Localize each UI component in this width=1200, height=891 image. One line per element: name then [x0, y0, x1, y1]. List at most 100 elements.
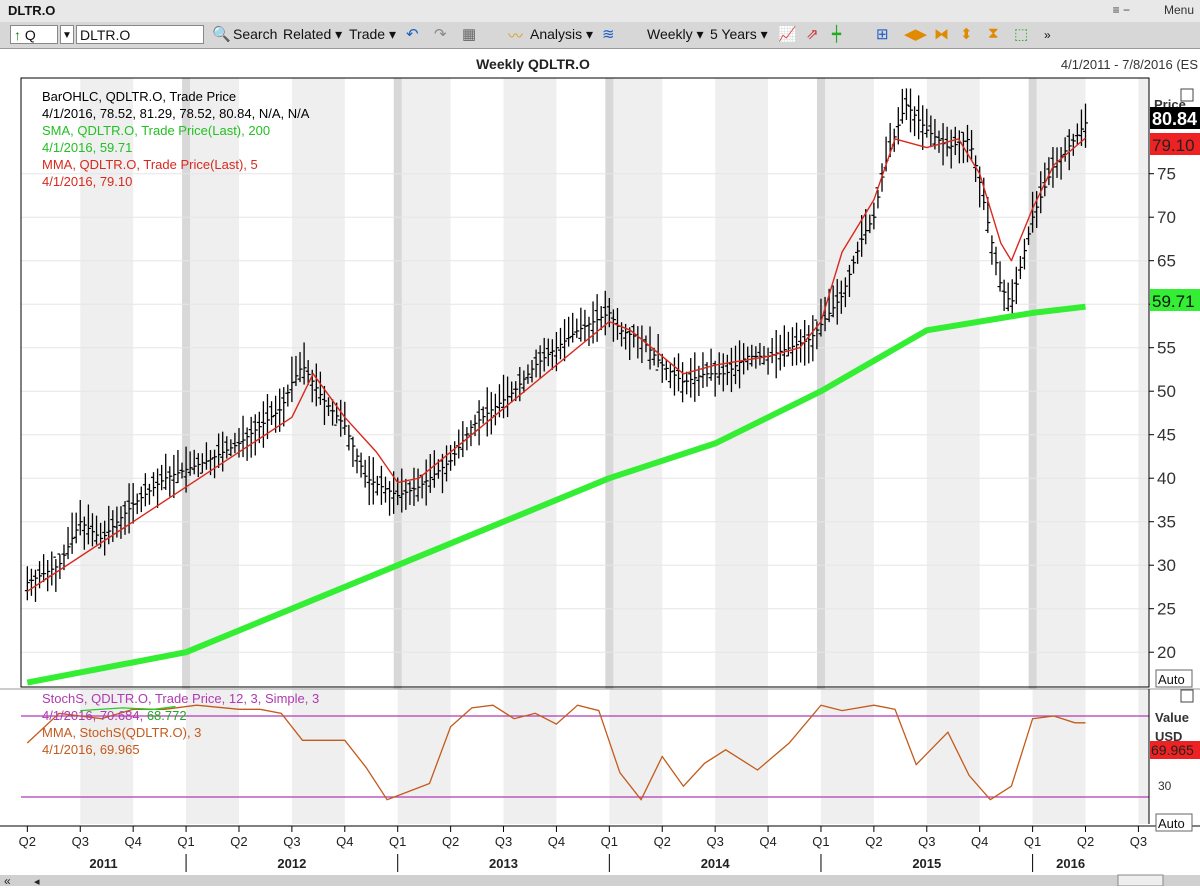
maximize-upper-panel-icon[interactable]	[1180, 88, 1194, 102]
quarter-label: Q1	[177, 834, 194, 849]
ohlc-bar	[549, 339, 555, 370]
trade-button[interactable]: Trade ▾	[349, 26, 396, 42]
time-scrollbar[interactable]	[0, 875, 1200, 886]
ohlc-bar	[444, 445, 450, 482]
ohlc-bar	[582, 309, 588, 342]
price-tick-label: 50	[1157, 382, 1176, 401]
overlay-icon[interactable]: ≋	[602, 26, 615, 43]
ohlc-bar	[1062, 137, 1068, 162]
quarter-label: Q3	[1130, 834, 1147, 849]
ohlc-bar	[281, 387, 287, 427]
ohlc-bar	[411, 467, 417, 506]
maximize-panel-icon[interactable]	[1180, 689, 1194, 703]
quote-type-dropdown-icon[interactable]: ▼	[60, 25, 74, 44]
range-value: 5 Years	[710, 26, 757, 42]
zoom-icon[interactable]: ⧓	[934, 26, 949, 43]
ohlc-bar	[183, 446, 189, 493]
ohlc-bar	[1070, 133, 1076, 156]
last-price-label: 80.84	[1152, 109, 1197, 129]
quarter-stripe	[80, 78, 134, 687]
legend-stoch-values: 4/1/2016, 70.684, 68.772	[42, 708, 187, 723]
price-tick-label: 45	[1157, 426, 1176, 445]
ohlc-bar	[851, 255, 857, 274]
ohlc-bar	[566, 316, 572, 347]
quarter-stripe	[820, 78, 874, 687]
quarter-stripe	[186, 689, 239, 824]
toolbar: ↑ Q ▼ DLTR.O 🔍 Search Related ▾ Trade ▾ …	[0, 22, 1200, 49]
ohlc-bar	[651, 347, 657, 366]
ohlc-bar	[537, 345, 543, 378]
ohlc-bar	[590, 301, 596, 344]
ohlc-bar	[871, 202, 877, 230]
ohlc-bar	[1083, 103, 1089, 148]
ohlc-bar	[358, 452, 364, 478]
compare-icon[interactable]: ⇗	[806, 26, 819, 43]
scroll-left-right-icon[interactable]: ◀▶	[904, 26, 928, 43]
range-select[interactable]: 5 Years ▾	[710, 26, 768, 42]
undo-icon[interactable]: ↶	[406, 26, 419, 43]
related-button[interactable]: Related ▾	[283, 26, 343, 42]
lower-auto-label: Auto	[1158, 816, 1185, 831]
ohlc-bar	[912, 106, 918, 137]
search-button[interactable]: Search	[233, 26, 278, 42]
ohlc-bar	[85, 504, 91, 545]
legend-ohlc-values: 4/1/2016, 78.52, 81.29, 78.52, 80.84, N/…	[42, 106, 310, 121]
sma-200-line	[26, 303, 1086, 686]
ohlc-bar	[981, 177, 987, 211]
ohlc-bar	[855, 241, 861, 264]
ohlc-bar	[399, 468, 405, 513]
related-label: Related	[283, 26, 332, 42]
price-tick-label: 70	[1157, 208, 1176, 227]
stoch-value-badge	[1150, 741, 1200, 759]
more-icon[interactable]: »	[1044, 28, 1051, 42]
ohlc-bar	[745, 346, 751, 371]
ohlc-bar	[305, 360, 311, 385]
quarter-stripe	[503, 78, 557, 687]
trade-label: Trade	[349, 26, 386, 42]
quarter-label: Q2	[865, 834, 882, 849]
ohlc-bar	[293, 355, 299, 386]
lower-auto-button[interactable]	[1155, 813, 1193, 832]
scroll-left-icon[interactable]: ◂	[34, 876, 40, 888]
ohlc-bar	[159, 464, 165, 491]
chart-svg[interactable]: Weekly QDLTR.O 4/1/2011 - 7/8/2016 (ES B…	[0, 49, 1200, 888]
ohlc-bar	[737, 340, 743, 389]
menu-button[interactable]: Menu	[1163, 3, 1194, 17]
analysis-button[interactable]: Analysis ▾	[530, 26, 594, 42]
ohlc-bar	[391, 471, 397, 514]
ohlc-bar	[700, 352, 706, 388]
lower-axis-currency-label: USD	[1155, 729, 1182, 744]
scroll-start-icon[interactable]: «	[4, 874, 11, 888]
line-chart-icon[interactable]: 📈	[778, 26, 797, 43]
price-auto-button[interactable]	[1155, 669, 1193, 688]
crosshair-icon[interactable]: ┿	[832, 26, 842, 43]
ohlc-bar	[1005, 282, 1011, 312]
ohlc-bar	[317, 371, 323, 405]
hourglass-icon[interactable]: ⧗	[988, 25, 999, 42]
add-window-icon[interactable]: ⊞	[876, 26, 889, 43]
ohlc-bar	[541, 337, 547, 372]
symbol-input[interactable]: DLTR.O	[76, 25, 204, 44]
vertical-zoom-icon[interactable]: ⬍	[960, 26, 973, 43]
ohlc-bar	[155, 468, 161, 508]
select-icon[interactable]: ⬚	[1014, 26, 1029, 43]
ohlc-bar	[195, 453, 201, 478]
quote-type-select[interactable]: ↑ Q	[10, 25, 58, 44]
window-controls[interactable]: ≡ −	[1112, 3, 1130, 17]
price-tick-label: 55	[1157, 339, 1176, 358]
ohlc-bar	[671, 357, 677, 396]
search-icon[interactable]: 🔍	[212, 26, 231, 43]
analysis-icon[interactable]: 〰	[508, 28, 524, 45]
ohlc-bar	[122, 501, 128, 535]
ohlc-bar	[1058, 147, 1064, 180]
ohlc-bar	[350, 436, 356, 467]
layout-icon[interactable]: ▦	[462, 26, 477, 43]
quarter-label: Q2	[1077, 834, 1094, 849]
ohlc-bar	[94, 515, 100, 545]
quarter-stripe	[609, 689, 663, 824]
zoom-level-box[interactable]	[1117, 874, 1164, 887]
quarter-stripe	[1032, 78, 1086, 687]
legend-stoch-value-a: 4/1/2016, 70.684,	[42, 708, 147, 723]
interval-select[interactable]: Weekly ▾	[647, 26, 704, 42]
redo-icon[interactable]: ↷	[434, 26, 447, 43]
